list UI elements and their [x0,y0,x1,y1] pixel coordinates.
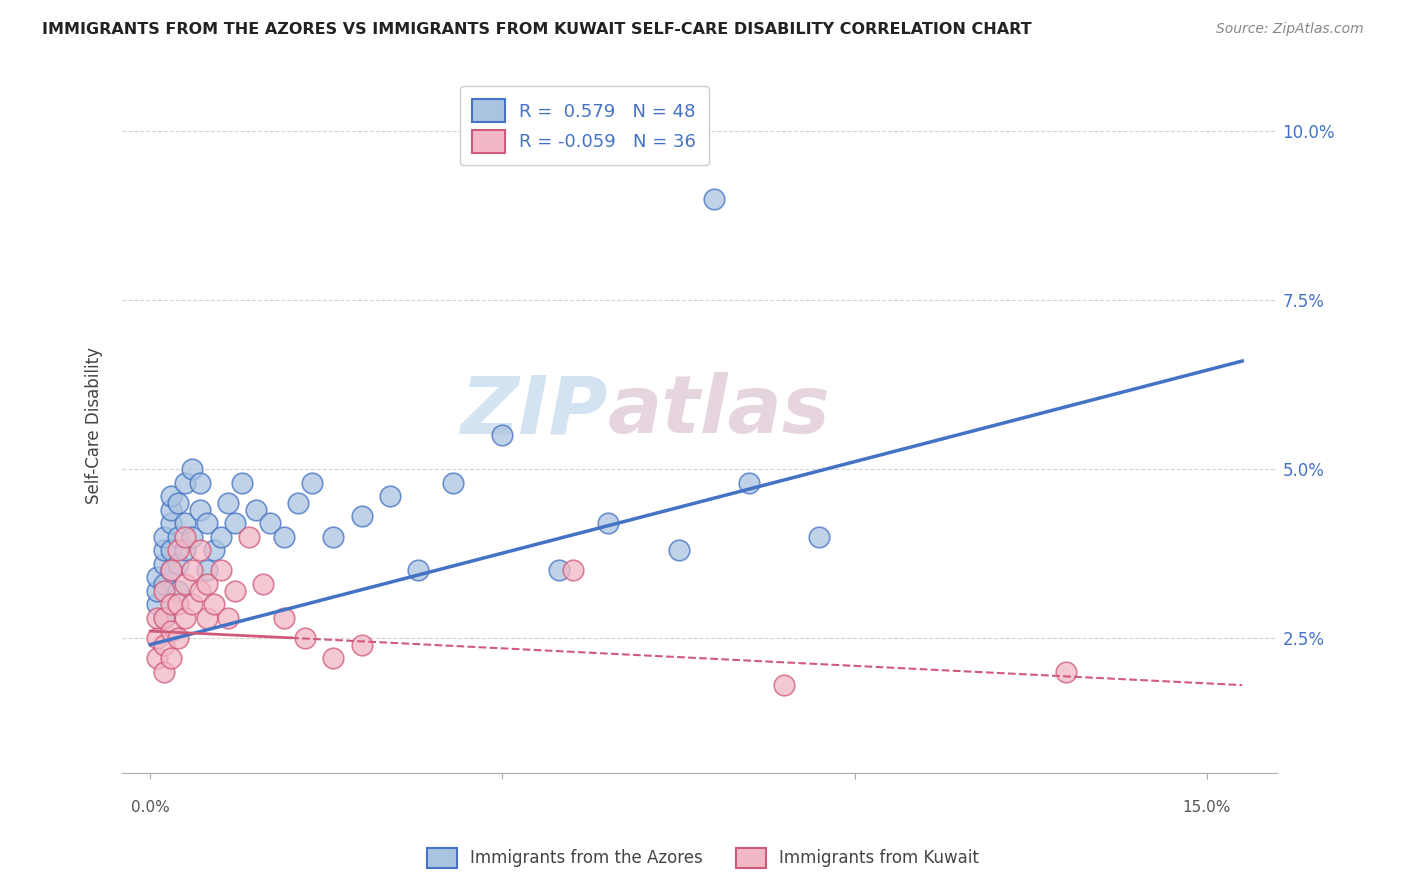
Point [160,543,183,558]
Point [301,475,323,490]
Point [238,530,260,544]
Point [146,610,169,624]
Point [146,597,169,611]
Point [153,583,176,598]
Point [294,631,316,645]
Point [188,475,211,490]
Point [153,530,176,544]
Point [188,502,211,516]
Point [406,563,429,577]
Point [209,530,232,544]
Point [174,577,197,591]
Point [146,583,169,598]
Point [153,557,176,571]
Point [160,563,183,577]
Text: atlas: atlas [607,372,830,450]
Point [273,610,295,624]
Point [160,597,183,611]
Point [146,631,169,645]
Point [167,530,190,544]
Point [773,678,796,692]
Point [598,516,620,530]
Point [195,516,218,530]
Point [738,475,761,490]
Point [287,496,309,510]
Point [160,516,183,530]
Point [174,516,197,530]
Point [273,530,295,544]
Point [167,557,190,571]
Point [167,631,190,645]
Point [174,530,197,544]
Point [202,597,225,611]
Point [153,665,176,679]
Point [195,610,218,624]
Point [245,502,267,516]
Point [160,502,183,516]
Point [224,583,246,598]
Point [668,543,690,558]
Point [153,610,176,624]
Text: Source: ZipAtlas.com: Source: ZipAtlas.com [1216,22,1364,37]
Point [252,577,274,591]
Point [160,651,183,665]
Point [217,610,239,624]
Point [167,583,190,598]
Point [259,516,281,530]
Point [153,638,176,652]
Point [181,563,204,577]
Point [174,610,197,624]
Point [188,543,211,558]
Point [441,475,464,490]
Point [217,496,239,510]
Point [160,624,183,639]
Point [188,583,211,598]
Point [195,563,218,577]
Point [146,651,169,665]
Point [209,563,232,577]
Point [153,610,176,624]
Point [195,577,218,591]
Point [146,570,169,584]
Point [160,563,183,577]
Point [350,638,373,652]
Point [322,651,344,665]
Point [1054,665,1077,679]
Text: 15.0%: 15.0% [1182,800,1232,815]
Point [378,489,401,503]
Point [322,530,344,544]
Y-axis label: Self-Care Disability: Self-Care Disability [86,347,103,504]
Point [167,597,190,611]
Point [350,509,373,524]
Text: 0.0%: 0.0% [131,800,170,815]
Point [231,475,253,490]
Point [167,496,190,510]
Point [561,563,583,577]
Point [174,475,197,490]
Point [224,516,246,530]
Point [703,192,725,206]
Point [202,543,225,558]
Text: ZIP: ZIP [460,372,607,450]
Point [160,489,183,503]
Point [181,530,204,544]
Point [181,597,204,611]
Point [181,462,204,476]
Point [153,543,176,558]
Point [491,428,513,442]
Legend: R =  0.579   N = 48, R = -0.059   N = 36: R = 0.579 N = 48, R = -0.059 N = 36 [460,87,709,165]
Point [153,577,176,591]
Point [174,543,197,558]
Point [167,543,190,558]
Point [547,563,569,577]
Text: IMMIGRANTS FROM THE AZORES VS IMMIGRANTS FROM KUWAIT SELF-CARE DISABILITY CORREL: IMMIGRANTS FROM THE AZORES VS IMMIGRANTS… [42,22,1032,37]
Legend: Immigrants from the Azores, Immigrants from Kuwait: Immigrants from the Azores, Immigrants f… [420,841,986,875]
Point [808,530,831,544]
